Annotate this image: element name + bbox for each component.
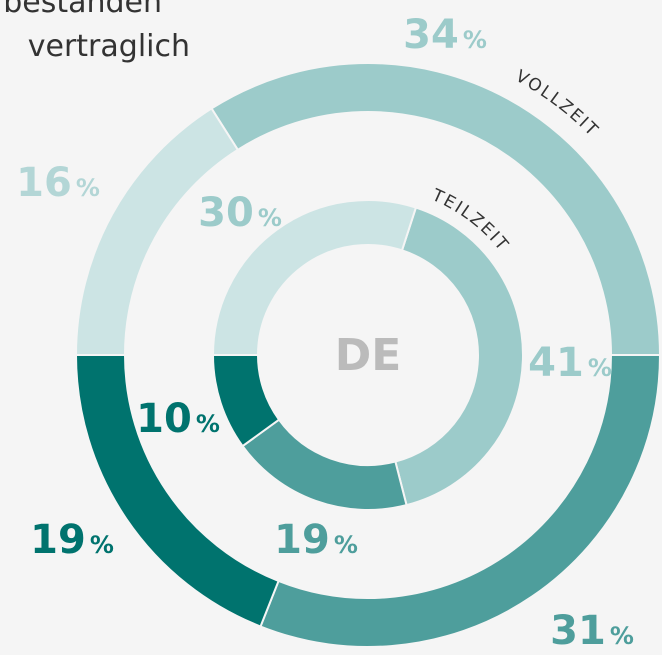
donut-segment xyxy=(74,107,240,356)
data-label: 16% xyxy=(16,160,100,206)
data-label: 41% xyxy=(528,340,612,386)
center-label: DE xyxy=(335,330,402,381)
data-label: 34% xyxy=(403,12,487,58)
donut-segment xyxy=(211,199,418,356)
data-label: 31% xyxy=(550,608,634,654)
data-label: 19% xyxy=(274,517,358,563)
data-label: 10% xyxy=(136,396,220,442)
data-label: 19% xyxy=(30,517,114,563)
data-label: 30% xyxy=(198,190,282,236)
text-line: vertraglich xyxy=(28,29,190,64)
text-line: bestanden xyxy=(3,0,162,20)
donut-segment xyxy=(394,206,524,507)
